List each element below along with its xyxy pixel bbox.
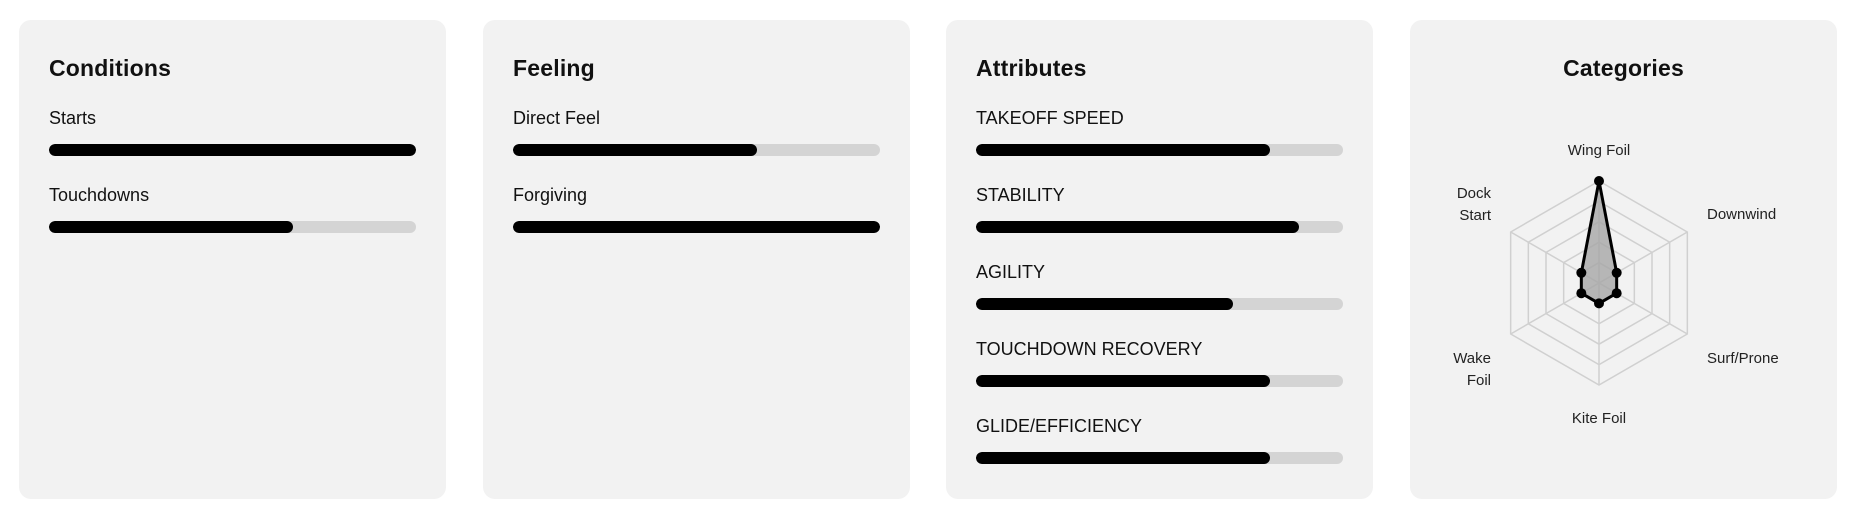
progress-label: TAKEOFF SPEED — [976, 108, 1124, 128]
progress-fill — [976, 375, 1270, 387]
conditions-card: Conditions Starts Touchdowns — [19, 20, 446, 499]
progress-item: Forgiving — [513, 183, 880, 233]
radar-axis-label: Downwind — [1707, 206, 1776, 223]
progress-track — [976, 144, 1343, 156]
progress-track — [976, 375, 1343, 387]
progress-label: Starts — [49, 108, 97, 128]
progress-label: Touchdowns — [49, 185, 150, 205]
radar-data-point — [1576, 288, 1587, 299]
card-title: Feeling — [513, 55, 595, 81]
progress-label: AGILITY — [976, 262, 1046, 282]
progress-item: Touchdowns — [49, 183, 416, 233]
categories-card: Categories Wing Foil Downwind Surf/Prone Ki… — [1410, 20, 1837, 499]
progress-track — [513, 144, 880, 156]
progress-item: Starts — [49, 106, 416, 156]
progress-item: GLIDE/EFFICIENCY — [976, 414, 1343, 464]
progress-fill — [976, 221, 1299, 233]
progress-fill — [976, 144, 1270, 156]
progress-fill — [513, 221, 880, 233]
progress-item: Direct Feel — [513, 106, 880, 156]
progress-item: TAKEOFF SPEED — [976, 106, 1343, 156]
radar-data-point — [1594, 176, 1604, 186]
progress-track — [976, 221, 1343, 233]
radar-axis-label: Kite Foil — [1572, 410, 1626, 427]
radar-axis-label: Start — [1459, 207, 1492, 224]
progress-fill — [49, 144, 416, 156]
progress-label: GLIDE/EFFICIENCY — [976, 416, 1143, 436]
progress-track — [976, 298, 1343, 310]
card-title: Attributes — [976, 55, 1087, 81]
progress-fill — [49, 221, 294, 233]
progress-fill — [976, 298, 1233, 310]
progress-label: Forgiving — [513, 185, 588, 205]
progress-track — [49, 144, 416, 156]
progress-fill — [976, 452, 1270, 464]
progress-item: STABILITY — [976, 183, 1343, 233]
card-title: Conditions — [49, 55, 172, 81]
card-title: Categories — [1563, 55, 1684, 81]
radar-chart: Wing Foil Downwind Surf/Prone Kite Foil Wake… — [1453, 142, 1779, 427]
radar-series-area — [1579, 179, 1619, 305]
radar-axis-label: Dock — [1457, 185, 1492, 202]
radar-data-point — [1611, 267, 1622, 278]
progress-track — [976, 452, 1343, 464]
progress-item: TOUCHDOWN RECOVERY — [976, 337, 1343, 387]
radar-axis-label: Surf/Prone — [1707, 350, 1779, 367]
progress-fill — [513, 144, 758, 156]
radar-axis-label: Wing Foil — [1568, 142, 1631, 159]
progress-track — [513, 221, 880, 233]
radar-data-point — [1611, 288, 1622, 299]
radar-data-point — [1576, 267, 1587, 278]
radar-data-point — [1594, 298, 1604, 309]
radar-axis-label: Wake — [1453, 350, 1491, 367]
progress-label: STABILITY — [976, 185, 1065, 205]
feeling-card: Feeling Direct Feel Forgiving — [483, 20, 910, 499]
radar-axis-label: Foil — [1467, 372, 1491, 389]
progress-label: TOUCHDOWN RECOVERY — [976, 339, 1203, 359]
progress-label: Direct Feel — [513, 108, 601, 128]
progress-item: AGILITY — [976, 260, 1343, 310]
progress-track — [49, 221, 416, 233]
attributes-card: Attributes TAKEOFF SPEED STABILITY AGILI… — [946, 20, 1373, 499]
